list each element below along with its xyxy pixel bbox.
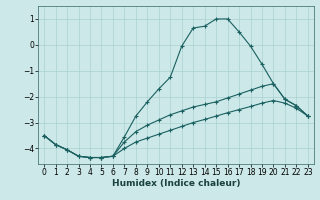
X-axis label: Humidex (Indice chaleur): Humidex (Indice chaleur) xyxy=(112,179,240,188)
